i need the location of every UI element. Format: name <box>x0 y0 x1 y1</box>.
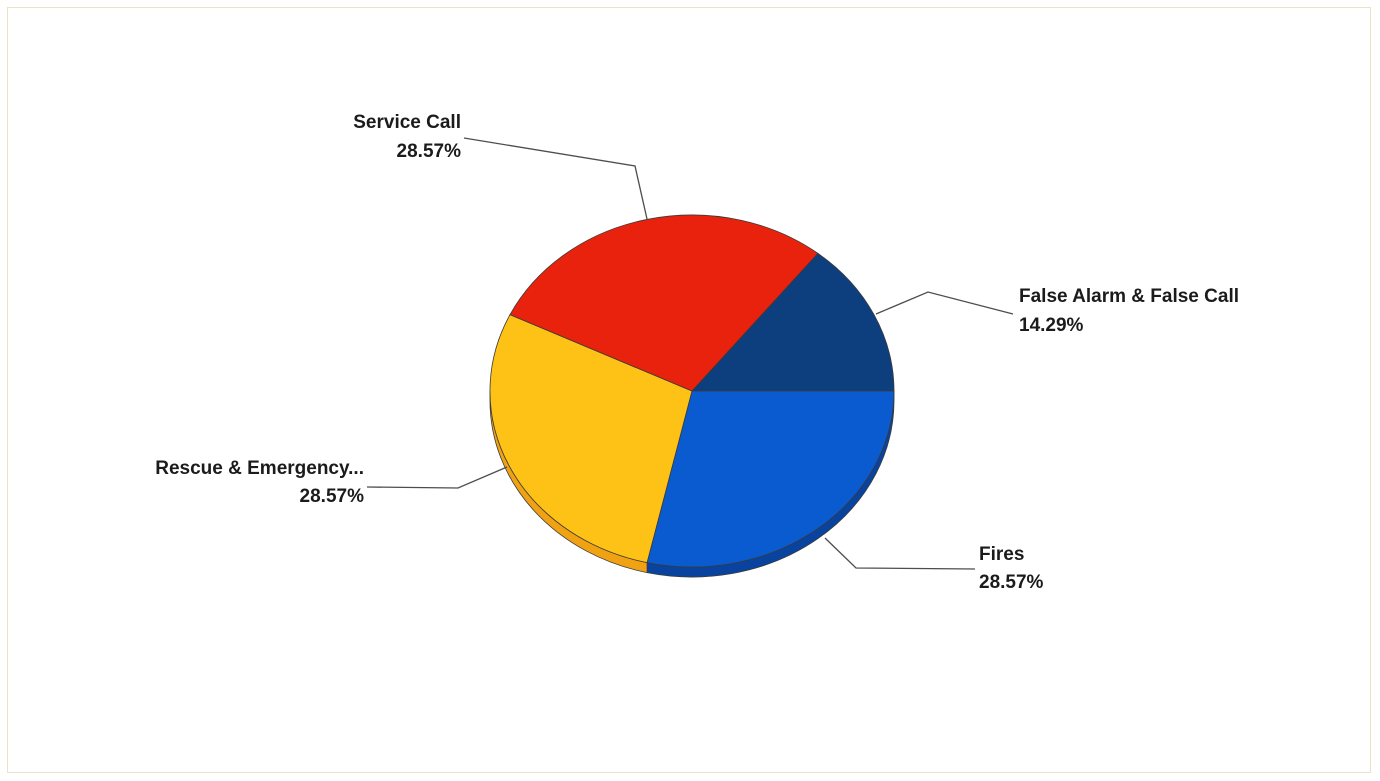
slice-value-rescue: 28.57% <box>300 486 365 507</box>
slice-value-fires: 28.57% <box>979 572 1044 593</box>
slice-value-false-alarm: 14.29% <box>1019 315 1084 336</box>
pie-slices <box>489 214 895 568</box>
leader-line-rescue <box>366 466 508 489</box>
leader-line-fires <box>824 537 976 570</box>
pie-slice-service-call <box>509 214 819 392</box>
pie-slice-fires <box>646 390 895 568</box>
leader-line-service-call <box>463 137 648 220</box>
slice-label-rescue: Rescue & Emergency... <box>155 458 364 479</box>
slice-label-service-call: Service Call <box>353 112 461 133</box>
leader-line-false-alarm <box>875 291 1014 315</box>
pie-slice-rescue <box>489 314 693 564</box>
leader-lines <box>366 137 1014 570</box>
slice-label-false-alarm: False Alarm & False Call <box>1019 286 1239 307</box>
slice-value-service-call: 28.57% <box>397 141 462 162</box>
slice-label-fires: Fires <box>979 544 1024 565</box>
pie-slice-false-alarm <box>691 252 895 392</box>
